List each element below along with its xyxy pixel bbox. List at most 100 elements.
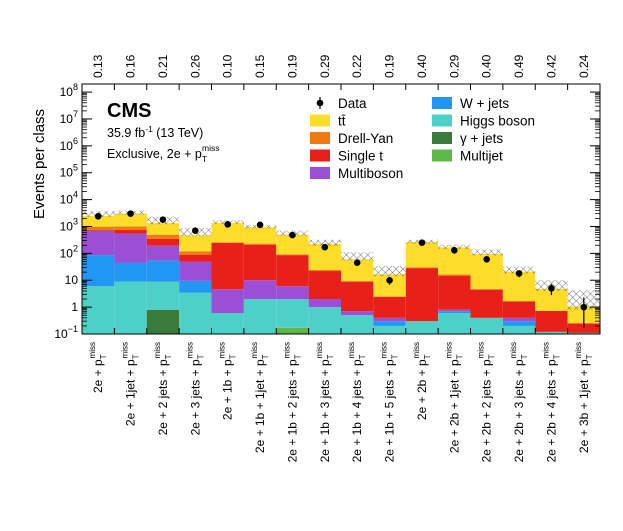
bar-w-jets-13 — [502, 321, 536, 326]
stacked-bars — [82, 213, 600, 334]
bar--jets-2 — [146, 309, 180, 334]
bar-multiboson-9 — [373, 317, 406, 322]
legend: Data tt̄ Drell-Yan Single t Multiboson W + je… — [310, 96, 535, 181]
bar-higgs-boson-0 — [82, 286, 115, 334]
category-label-8: 2e + 1b + 4 jets + pTmiss — [347, 342, 367, 462]
bar-drell-yan-0 — [82, 226, 115, 231]
bar-higgs-boson-6 — [276, 299, 309, 328]
bar-single-t-2 — [146, 238, 180, 246]
legend-swatch-higgs-boson — [432, 114, 452, 127]
category-labels: 2e + pTmiss 2e + 1jet + pTmiss 2e + 2 jets… — [88, 342, 594, 462]
legend-label-multiboson: Multiboson — [338, 166, 403, 181]
bar-w-jets-9 — [373, 321, 406, 326]
legend-swatch-multijet — [432, 149, 452, 162]
p-value-5: 0.15 — [253, 54, 267, 78]
y-tick-label-1: 1 — [71, 300, 78, 314]
uncertainty-13 — [502, 266, 536, 274]
bar-single-t-12 — [470, 289, 503, 318]
bar-higgs-boson-9 — [373, 325, 406, 334]
bar-w-jets-1 — [114, 262, 147, 282]
uncertainty-7 — [308, 239, 341, 246]
p-value-2: 0.21 — [156, 54, 170, 78]
cms-annotation: CMS 35.9 fb-1 (13 TeV) Exclusive, 2e + p… — [107, 100, 220, 164]
bar-higgs-boson-7 — [308, 307, 341, 334]
bar-single-t-6 — [276, 255, 309, 287]
data-point-9 — [386, 276, 393, 284]
bar-tt--4 — [211, 222, 244, 243]
bar-single-t-3 — [179, 254, 212, 262]
bar-multijet-6 — [276, 327, 309, 334]
data-point-5 — [256, 221, 264, 229]
p-value-14: 0.42 — [544, 54, 558, 78]
bar-higgs-boson-1 — [114, 281, 147, 334]
p-value-15: 0.24 — [577, 54, 591, 78]
p-value-3: 0.26 — [188, 54, 202, 78]
bar-multiboson-6 — [276, 286, 309, 300]
legend-label-data: Data — [338, 96, 367, 111]
bar-w-jets-0 — [82, 255, 115, 287]
data-point-13 — [515, 270, 523, 277]
p-value-8: 0.22 — [350, 54, 364, 78]
bar-higgs-boson-15 — [567, 332, 600, 334]
uncertainty-9 — [373, 265, 406, 277]
bar-tt--0 — [82, 215, 115, 227]
y-tick-label-5: 104 — [60, 190, 78, 207]
data-point-15 — [580, 303, 588, 311]
bar-drell-yan-11 — [438, 274, 471, 276]
p-value-9: 0.19 — [383, 54, 397, 78]
category-label-15: 2e + 3b + 1jet + pTmiss — [574, 342, 594, 453]
legend-swatch-multiboson — [310, 167, 330, 179]
y-axis-label: Events per class — [31, 109, 48, 219]
bar-single-t-7 — [308, 271, 341, 300]
p-value-6: 0.19 — [285, 54, 299, 78]
lumi-label: 35.9 fb-1 (13 TeV) — [107, 124, 203, 140]
bar-higgs-boson-4 — [211, 313, 244, 334]
data-point-1 — [127, 210, 134, 217]
data-point-10 — [418, 239, 426, 246]
bar-higgs-boson-5 — [243, 299, 277, 334]
category-label-10: 2e + 2b + pTmiss — [412, 342, 432, 420]
bar-w-jets-2 — [146, 260, 180, 282]
bar-tt--10 — [405, 242, 439, 268]
legend-label-higgs-boson: Higgs boson — [460, 114, 535, 129]
bar-drell-yan-4 — [211, 242, 244, 243]
bar-multiboson-13 — [502, 317, 536, 322]
y-tick-label-7: 106 — [60, 136, 78, 153]
bar-multiboson-4 — [211, 289, 244, 314]
p-value-0: 0.13 — [91, 54, 105, 78]
category-label-3: 2e + 3 jets + pTmiss — [185, 342, 205, 435]
bar-single-t-14 — [535, 310, 568, 332]
category-label-12: 2e + 2b + 2 jets + pTmiss — [477, 342, 497, 462]
category-label-1: 2e + 1jet + pTmiss — [121, 342, 141, 426]
p-value-1: 0.16 — [124, 54, 138, 78]
bar-w-jets-11 — [438, 311, 471, 314]
bar-drell-yan-12 — [470, 288, 503, 290]
y-tick-label-0: 10−1 — [54, 324, 78, 341]
data-point-11 — [451, 247, 458, 254]
p-value-13: 0.49 — [512, 54, 526, 78]
bar-tt--14 — [535, 289, 568, 311]
data-point-2 — [159, 216, 167, 223]
category-label-13: 2e + 2b + 3 jets + pTmiss — [509, 342, 529, 462]
legend-label-drell-yan: Drell-Yan — [338, 131, 393, 146]
bar-multiboson-7 — [308, 299, 341, 308]
legend-label--jets: γ + jets — [460, 131, 503, 146]
y-tick-label-2: 10 — [65, 273, 79, 287]
bar-single-t-11 — [438, 275, 471, 310]
y-tick-label-3: 102 — [60, 243, 78, 260]
p-value-11: 0.29 — [447, 54, 461, 78]
bar-higgs-boson-3 — [179, 292, 212, 334]
bar-tt--3 — [179, 235, 212, 252]
bar-drell-yan-5 — [243, 243, 277, 245]
bar-multiboson-11 — [438, 309, 471, 312]
bar-w-jets-3 — [179, 280, 212, 293]
data-point-12 — [483, 256, 490, 263]
bar-multiboson-5 — [243, 280, 277, 300]
bar-drell-yan-13 — [502, 300, 536, 302]
y-tick-label-8: 107 — [60, 109, 78, 126]
bar-higgs-boson-2 — [146, 281, 180, 310]
p-value-12: 0.40 — [480, 54, 494, 78]
bar-single-t-5 — [243, 244, 277, 281]
bar-higgs-boson-10 — [405, 321, 439, 334]
